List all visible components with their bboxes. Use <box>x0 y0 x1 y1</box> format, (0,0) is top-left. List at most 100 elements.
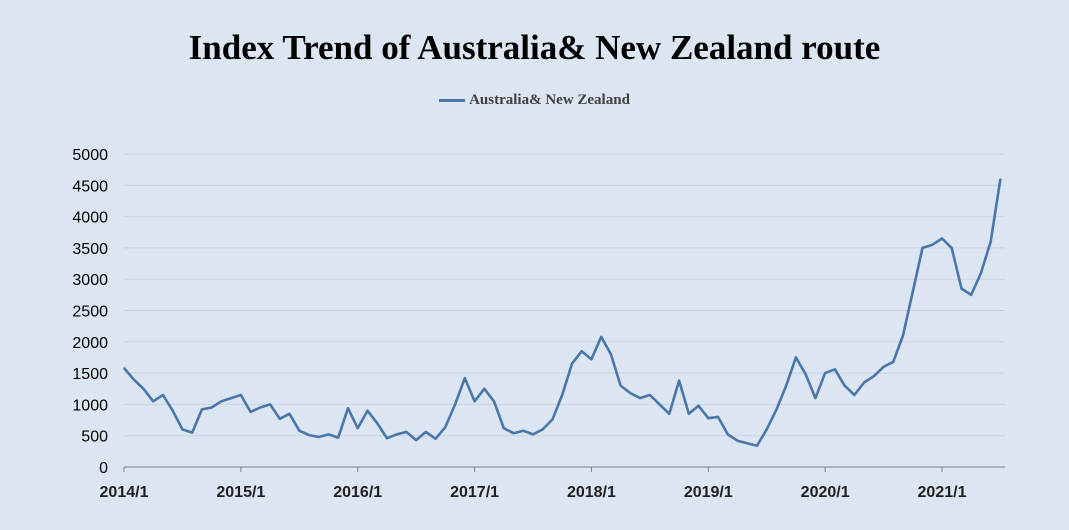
y-tick-label: 1500 <box>72 366 108 383</box>
x-tick-label: 2021/1 <box>918 484 967 501</box>
data-point <box>171 409 174 412</box>
x-tick-label: 2018/1 <box>567 484 616 501</box>
data-point <box>571 362 573 365</box>
data-point <box>415 439 417 441</box>
data-point <box>152 400 154 403</box>
chart-title: Index Trend of Australia& New Zealand ro… <box>188 28 881 67</box>
data-point <box>756 444 758 447</box>
data-point <box>191 431 193 434</box>
data-point <box>473 400 476 403</box>
data-point <box>318 436 320 438</box>
data-point <box>921 247 924 249</box>
data-point <box>902 334 904 337</box>
data-point <box>220 400 223 403</box>
data-point <box>434 438 437 440</box>
data-point <box>269 403 271 406</box>
data-point <box>814 397 817 399</box>
data-point <box>600 336 602 338</box>
data-point <box>746 442 748 445</box>
legend-swatch <box>439 99 466 102</box>
data-point <box>941 237 943 240</box>
data-point <box>425 431 427 433</box>
data-point <box>727 433 729 436</box>
data-point <box>201 408 203 411</box>
data-point <box>795 356 797 359</box>
data-point <box>785 384 787 387</box>
data-point <box>999 178 1002 180</box>
data-point <box>483 388 486 390</box>
data-point <box>619 384 622 387</box>
x-tick-label: 2020/1 <box>801 484 850 501</box>
data-point <box>980 272 982 274</box>
data-point <box>405 431 408 433</box>
data-point <box>707 417 710 420</box>
y-tick-label: 3500 <box>72 241 108 258</box>
legend: Australia& New Zealand <box>0 92 1069 109</box>
data-point <box>288 413 291 415</box>
data-point <box>522 429 525 432</box>
x-tick-label: 2019/1 <box>684 484 733 501</box>
data-point <box>493 400 495 403</box>
data-point <box>873 375 875 378</box>
data-point <box>863 381 865 384</box>
legend-label: Australia& New Zealand <box>469 92 630 108</box>
data-point <box>444 426 447 428</box>
y-tick-label: 2000 <box>72 335 108 352</box>
data-point <box>688 413 690 415</box>
data-point <box>230 397 232 399</box>
data-point <box>464 377 466 379</box>
data-point <box>853 394 856 396</box>
data-point <box>639 397 641 399</box>
data-point <box>240 394 242 396</box>
data-point <box>843 384 846 387</box>
data-point <box>327 433 330 436</box>
y-tick-label: 500 <box>81 429 108 446</box>
data-point <box>249 411 252 413</box>
data-point <box>649 394 651 396</box>
data-point <box>658 403 661 406</box>
data-point <box>512 432 515 435</box>
data-point <box>210 406 213 409</box>
data-point <box>912 290 914 293</box>
data-point <box>824 372 826 374</box>
x-tick-label: 2017/1 <box>450 484 499 501</box>
y-tick-label: 4500 <box>72 178 108 195</box>
y-tick-label: 5000 <box>72 147 108 164</box>
data-point <box>892 361 895 363</box>
series-line <box>123 178 1002 448</box>
data-point <box>386 437 388 440</box>
data-point <box>834 368 836 371</box>
data-point <box>298 429 301 432</box>
y-tick-label: 1000 <box>72 397 108 414</box>
data-point <box>590 358 593 361</box>
data-point <box>950 247 953 249</box>
data-point <box>775 408 778 411</box>
data-point <box>347 407 349 410</box>
data-point <box>882 366 885 368</box>
data-point <box>308 434 310 436</box>
data-point <box>610 353 612 356</box>
data-point <box>561 394 563 396</box>
data-point <box>123 367 125 369</box>
data-point <box>454 403 456 406</box>
data-point <box>366 409 369 412</box>
y-tick-label: 4000 <box>72 210 108 227</box>
data-point <box>279 418 281 420</box>
data-point <box>765 428 768 431</box>
data-point <box>970 294 972 296</box>
data-point <box>337 436 340 439</box>
data-point <box>989 240 992 243</box>
data-point <box>395 433 398 436</box>
data-point <box>678 379 680 382</box>
data-point <box>181 428 184 431</box>
data-point <box>668 413 671 415</box>
y-tick-label: 2500 <box>72 304 108 321</box>
data-point <box>356 427 359 430</box>
data-point <box>541 428 544 431</box>
data-point <box>532 433 534 436</box>
data-point <box>259 406 262 409</box>
data-point <box>960 287 963 290</box>
data-point <box>132 378 135 381</box>
y-tick-label: 3000 <box>72 272 108 289</box>
